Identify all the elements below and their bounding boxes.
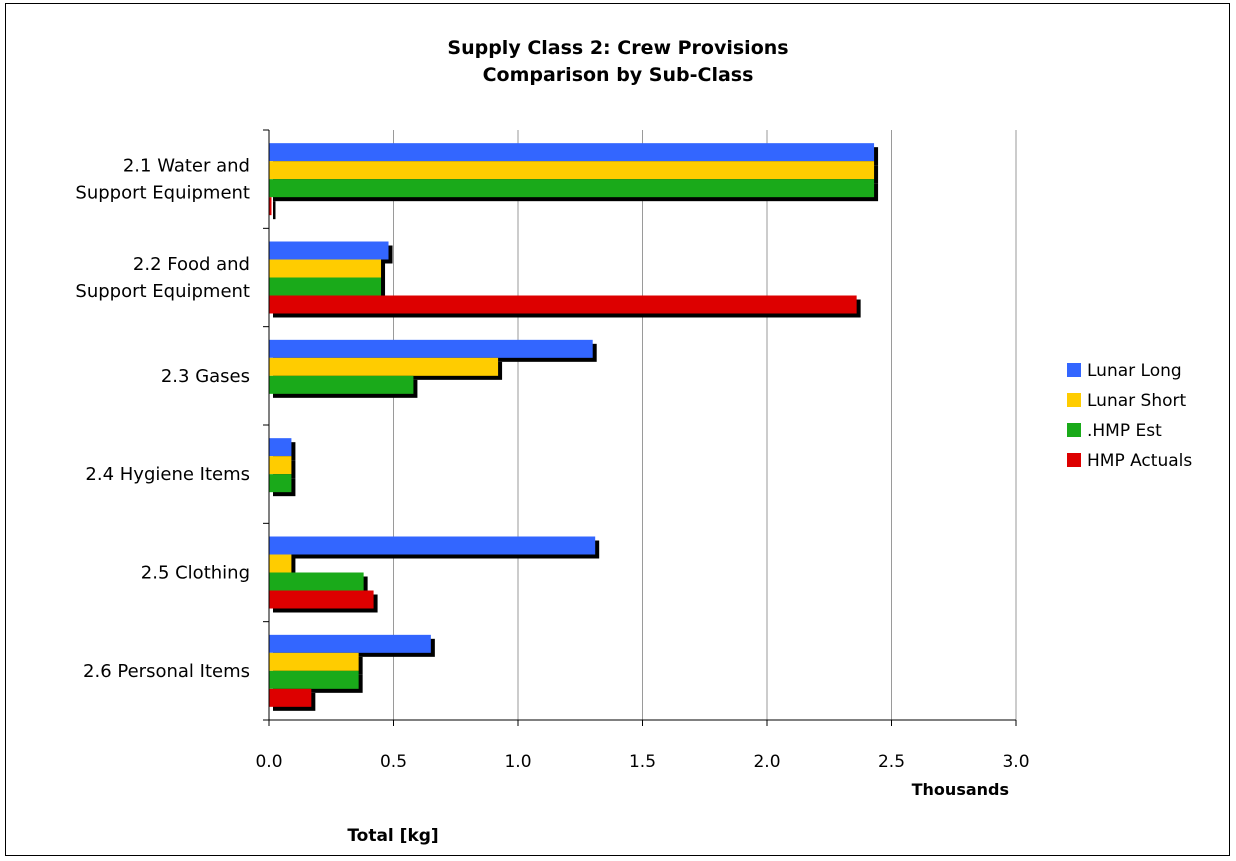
bar xyxy=(269,688,312,707)
bar xyxy=(269,259,382,278)
x-tick-label: 2.5 xyxy=(878,752,905,772)
x-tick-label: 0.0 xyxy=(255,752,282,772)
x-unit-label: Thousands xyxy=(912,780,1009,799)
legend-swatch xyxy=(1067,393,1081,407)
gridlines xyxy=(393,130,1017,720)
category-label-line: 2.6 Personal Items xyxy=(83,661,250,682)
category-label: 2.6 Personal Items xyxy=(83,661,250,682)
chart-frame: Supply Class 2: Crew Provisions Compariso… xyxy=(5,3,1230,856)
legend-swatch xyxy=(1067,453,1081,467)
category-label: 2.1 Water and Support Equipment xyxy=(75,156,250,204)
category-label-line: 2.4 Hygiene Items xyxy=(85,464,250,485)
bar xyxy=(269,438,292,457)
x-axis-title: Total [kg] xyxy=(347,826,438,846)
x-tick-label: 1.0 xyxy=(504,752,531,772)
bar xyxy=(269,241,389,260)
category-label-line: Support Equipment xyxy=(75,281,250,302)
bars xyxy=(269,143,879,711)
x-tick-label: 2.0 xyxy=(753,752,780,772)
category-label-line: 2.2 Food and xyxy=(133,254,250,275)
bar xyxy=(269,590,374,609)
x-tick-labels: 0.0 0.5 1.0 1.5 2.0 2.5 3.0 xyxy=(255,752,1029,772)
bar xyxy=(269,456,292,475)
bar xyxy=(269,143,875,162)
axes xyxy=(263,129,1017,726)
legend-label: HMP Actuals xyxy=(1087,451,1192,471)
bar xyxy=(269,375,414,394)
bar xyxy=(269,474,292,493)
bar xyxy=(269,197,272,216)
legend: Lunar Long Lunar Short .HMP Est HMP Actuals xyxy=(1067,361,1192,471)
chart-title-line: Supply Class 2: Crew Provisions xyxy=(447,37,788,59)
chart-title: Supply Class 2: Crew Provisions Compariso… xyxy=(447,37,788,86)
legend-label: Lunar Long xyxy=(1087,361,1182,381)
category-label-line: 2.1 Water and xyxy=(123,156,250,177)
chart-title-line: Comparison by Sub-Class xyxy=(483,64,754,86)
bar xyxy=(269,572,364,591)
category-label: 2.2 Food and Support Equipment xyxy=(75,254,250,302)
legend-label: Lunar Short xyxy=(1087,391,1186,411)
x-tick-label: 1.5 xyxy=(629,752,656,772)
bar-chart: Supply Class 2: Crew Provisions Compariso… xyxy=(75,37,1192,846)
legend-swatch xyxy=(1067,363,1081,377)
bar xyxy=(269,339,593,358)
x-tick-label: 3.0 xyxy=(1002,752,1029,772)
bar xyxy=(269,634,431,653)
category-label: 2.5 Clothing xyxy=(141,563,250,584)
category-label: 2.3 Gases xyxy=(161,366,250,387)
x-tick-label: 0.5 xyxy=(380,752,407,772)
bar xyxy=(269,277,382,296)
bar xyxy=(269,670,359,689)
bar xyxy=(269,536,596,555)
bar xyxy=(269,179,875,198)
bar xyxy=(269,357,499,376)
bar xyxy=(269,161,875,180)
category-label: 2.4 Hygiene Items xyxy=(85,464,250,485)
category-label-line: 2.3 Gases xyxy=(161,366,250,387)
bar xyxy=(269,295,857,314)
bar xyxy=(269,652,359,671)
bar xyxy=(269,554,292,573)
category-label-line: Support Equipment xyxy=(75,183,250,204)
bar-shadow xyxy=(273,201,276,220)
category-label-line: 2.5 Clothing xyxy=(141,563,250,584)
legend-label: .HMP Est xyxy=(1087,421,1162,441)
legend-swatch xyxy=(1067,423,1081,437)
